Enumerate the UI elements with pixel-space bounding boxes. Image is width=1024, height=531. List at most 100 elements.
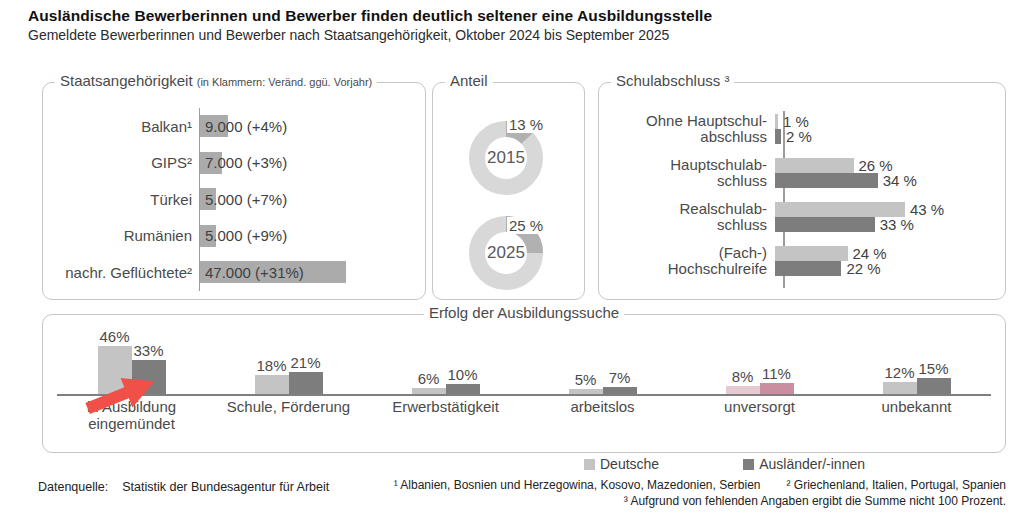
outcome-bar-pair: 5% 7% (569, 329, 637, 394)
nationality-row: Rumänien5.000 (+9%) (53, 218, 417, 255)
outcome-bar-column: 6% (412, 371, 446, 394)
outcome-bar-auslaender (760, 383, 794, 394)
footnote-line-1: ¹ Albanien, Bosnien und Herzegowina, Kos… (394, 477, 1006, 493)
education-category-label: Hauptschulab- schluss (607, 157, 775, 189)
outcome-group: 18%21% Schule, Förderung (210, 329, 367, 432)
outcome-value-label: 10% (447, 367, 477, 383)
panel-outcome-title-text: Erfolg der Ausbildungssuche (429, 304, 619, 321)
nationality-bar-track: 7.000 (+3%) (199, 145, 417, 182)
footnote-2: ² Griechenland, Italien, Portugal, Spani… (787, 478, 1006, 492)
outcome-bar-deutsche (726, 386, 760, 394)
outcome-bar-pair: 18%21% (255, 329, 323, 394)
outcome-bar-column: 5% (569, 372, 603, 394)
education-value-label: 22 % (846, 260, 880, 277)
outcome-bar-deutsche (412, 388, 446, 394)
education-bar-row: 34 % (775, 173, 999, 188)
footnote-1: ¹ Albanien, Bosnien und Herzegowina, Kos… (394, 478, 761, 492)
share-year-label: 2015 (458, 148, 554, 168)
outcome-category-label: Erwerbstätigkeit (392, 398, 499, 415)
nationality-bar-track: 5.000 (+9%) (199, 218, 417, 255)
panel-outcome-title: Erfolg der Ausbildungssuche (424, 304, 624, 321)
nationality-category-label: Balkan¹ (53, 118, 199, 135)
nationality-category-label: Türkei (53, 191, 199, 208)
outcome-value-label: 8% (732, 369, 754, 385)
outcome-group: 5% 7% arbeitslos (524, 329, 681, 432)
outcome-group: 8%11%unversorgt (681, 329, 838, 432)
outcome-category-label: Schule, Förderung (227, 398, 350, 415)
panel-nationality-title: Staatsangehörigkeit (in Klammern: Veränd… (55, 72, 377, 89)
outcome-bar-pair: 6%10% (412, 329, 480, 394)
outcome-bar-pair: 8% 11% (726, 329, 794, 394)
outcome-bar-column: 7% (603, 370, 637, 394)
legend: Deutsche Ausländer/-innen (584, 456, 865, 472)
footnotes: ¹ Albanien, Bosnien und Herzegowina, Kos… (394, 477, 1006, 509)
outcome-bar-column: 11% (760, 366, 794, 394)
nationality-value-label: 7.000 (+3%) (205, 154, 287, 171)
legend-label-auslaender: Ausländer/-innen (759, 456, 865, 472)
education-bar-row: 43 % (775, 202, 999, 217)
outcome-bar-deutsche (255, 375, 289, 394)
education-bar-row: 26 % (775, 158, 999, 173)
legend-swatch-deutsche (584, 459, 595, 470)
outcome-bar-column: 18% (255, 358, 289, 394)
outcome-value-label: 21% (290, 355, 320, 371)
education-group: Hauptschulab- schluss26 %34 % (607, 157, 999, 189)
education-group: (Fach-) Hochschulreife24 %22 % (607, 245, 999, 277)
education-bar-pair: 26 %34 % (775, 158, 999, 188)
education-bar-pair: 24 %22 % (775, 246, 999, 276)
outcome-bar-column: 10% (446, 367, 480, 394)
nationality-category-label: nachr. Geflüchtete² (53, 264, 199, 281)
footnote-3: ³ Aufgrund von fehlenden Angaben ergibt … (394, 493, 1006, 509)
outcome-value-label: 7% (609, 370, 631, 386)
education-value-label: 33 % (880, 216, 914, 233)
outcome-columns: 46%33%in Ausbildung eingemündet18%21%Sch… (53, 329, 995, 432)
education-category-label: Ohne Hauptschul- abschluss (607, 113, 775, 145)
outcome-value-label: 5% (575, 372, 597, 388)
education-bar-auslaender (775, 173, 878, 188)
panel-nationality-title-text: Staatsangehörigkeit (60, 72, 193, 89)
education-group: Realschulab- schluss43 %33 % (607, 201, 999, 233)
nationality-value-label: 47.000 (+31%) (205, 264, 304, 281)
education-bar-deutsche (775, 202, 905, 217)
education-bar-deutsche (775, 158, 854, 173)
outcome-bar-pair: 12%15% (883, 329, 951, 394)
outcome-value-label: 11% (762, 366, 791, 382)
infographic-page: Ausländische Bewerberinnen und Bewerber … (0, 0, 1024, 531)
education-value-label: 43 % (910, 201, 944, 218)
legend-swatch-auslaender (743, 459, 754, 470)
legend-item-deutsche: Deutsche (584, 456, 659, 472)
nationality-bar-track: 5.000 (+7%) (199, 181, 417, 218)
education-value-label: 34 % (883, 172, 917, 189)
outcome-bar-auslaender (289, 372, 323, 394)
nationality-row: Balkan¹9.000 (+4%) (53, 108, 417, 145)
share-percent-label: 13 % (507, 116, 545, 133)
panel-nationality: Staatsangehörigkeit (in Klammern: Veränd… (42, 82, 426, 300)
education-bar-row: 2 % (775, 129, 999, 144)
education-bar-auslaender (775, 217, 875, 232)
panel-share-title: Anteil (445, 72, 493, 89)
highlight-arrow-icon (83, 370, 163, 420)
panel-nationality-title-note: (in Klammern: Veränd. ggü. Vorjahr) (197, 76, 372, 88)
outcome-bar-auslaender (917, 378, 951, 394)
outcome-group: 12%15% unbekannt (838, 329, 995, 432)
education-category-label: (Fach-) Hochschulreife (607, 245, 775, 277)
nationality-category-label: GIPS² (53, 154, 199, 171)
data-source-label: Datenquelle: (38, 480, 108, 494)
education-bar-row: 22 % (775, 261, 999, 276)
education-bar-pair: 1 %2 % (775, 114, 999, 144)
legend-label-deutsche: Deutsche (600, 456, 659, 472)
outcome-category-label: arbeitslos (570, 398, 634, 415)
panel-share: Anteil 13 %201525 %2025 (432, 82, 585, 300)
outcome-bar-deutsche (569, 389, 603, 394)
education-bar-deutsche (775, 246, 848, 261)
outcome-value-label: 15% (918, 361, 948, 377)
panel-education-title-text: Schulabschluss ³ (616, 72, 729, 89)
nationality-value-label: 5.000 (+7%) (205, 191, 287, 208)
nationality-row: GIPS² 7.000 (+3%) (53, 145, 417, 182)
outcome-value-label: 18% (256, 358, 286, 374)
nationality-bar-track: 9.000 (+4%) (199, 108, 417, 145)
outcome-category-label: unbekannt (881, 398, 951, 415)
outcome-bar-column: 8% (726, 369, 760, 394)
education-value-label: 2 % (786, 128, 812, 145)
panel-share-title-text: Anteil (450, 72, 488, 89)
